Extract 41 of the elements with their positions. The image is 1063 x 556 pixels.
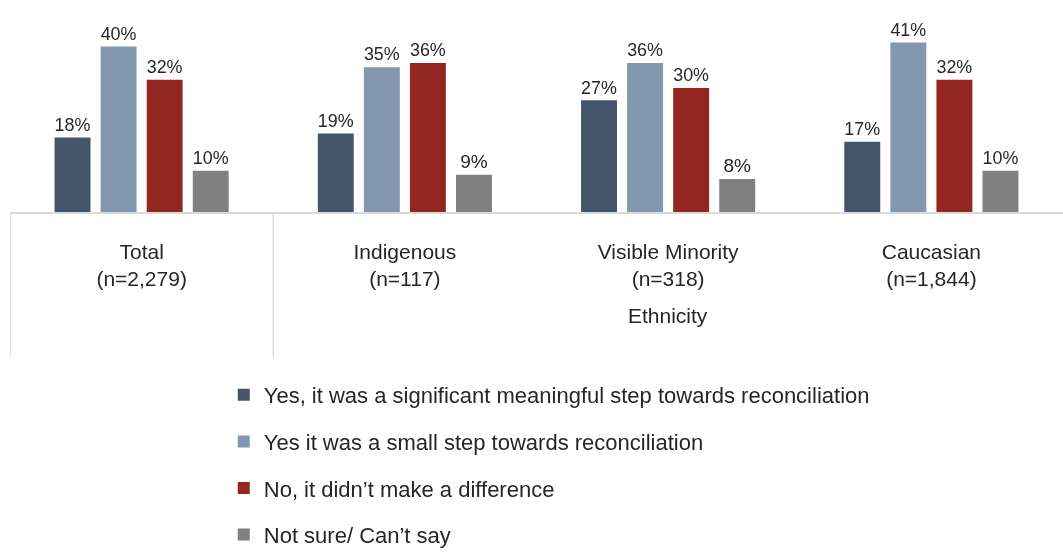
bar — [936, 79, 973, 212]
data-label: 32% — [146, 56, 183, 77]
bar — [719, 178, 756, 212]
data-label: 17% — [844, 118, 881, 139]
bar — [100, 46, 137, 212]
data-label: 8% — [723, 154, 752, 176]
x-tick-label: Caucasian (n=1,844) — [881, 239, 981, 290]
x-tick-label: Indigenous (n=117) — [353, 239, 457, 290]
data-label: 36% — [409, 40, 446, 61]
bar — [982, 170, 1019, 212]
legend-label: No, it didn’t make a difference — [263, 476, 555, 502]
x-tick-label: Total (n=2,279) — [96, 239, 187, 290]
bar — [192, 170, 229, 212]
data-label: 10% — [982, 147, 1019, 168]
bar — [363, 67, 400, 212]
data-label: 9% — [460, 150, 488, 172]
data-label: 40% — [100, 23, 137, 44]
data-label: 19% — [317, 110, 354, 131]
data-label: 10% — [192, 147, 229, 168]
bar — [581, 100, 617, 212]
bar — [673, 87, 710, 212]
bar — [627, 63, 664, 212]
data-label: 30% — [673, 65, 710, 86]
bar — [890, 42, 927, 212]
x-tick-label: Visible Minority (n=318) — [597, 239, 740, 290]
bar — [456, 174, 492, 212]
data-label: 41% — [890, 19, 927, 40]
data-label: 27% — [581, 77, 617, 98]
bar — [146, 79, 183, 212]
data-label: 35% — [363, 44, 400, 65]
data-label: 36% — [627, 40, 664, 61]
data-label: 32% — [936, 56, 973, 77]
data-label: 18% — [54, 114, 91, 135]
bar — [54, 137, 91, 212]
legend-label: Yes it was a small step towards reconciliation — [263, 429, 704, 455]
legend-label: Yes, it was a significant meaningful step towards reconciliation — [263, 383, 870, 409]
bar — [317, 133, 354, 212]
legend-label: Not sure/ Can’t say — [263, 523, 451, 549]
text: Ethnicity — [628, 304, 708, 327]
bar — [844, 141, 881, 212]
bar — [409, 63, 446, 212]
